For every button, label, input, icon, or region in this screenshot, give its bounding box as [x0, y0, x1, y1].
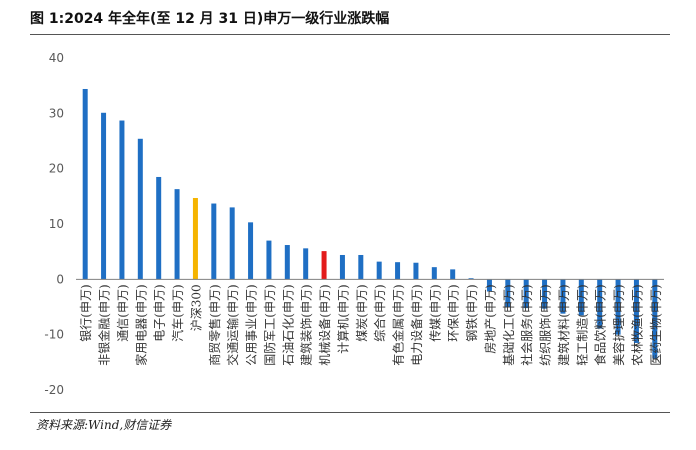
x-category-label: 食品饮料(申万) [593, 284, 608, 365]
x-category-label: 有色金属(申万) [391, 284, 406, 365]
x-category-label: 机械设备(申万) [317, 284, 332, 365]
x-category-label: 轻工制造(申万) [575, 284, 589, 365]
bar-chart: -20 -10 0 10 20 30 40 银行(申万) 非银金融(申万) 通信(申万) 家用电器… [44, 51, 664, 397]
x-category-label: 家用电器(申万) [133, 284, 148, 365]
x-category-label: 钢铁(申万) [465, 284, 479, 341]
bar [615, 279, 621, 335]
bar [413, 262, 419, 280]
bar [211, 203, 217, 280]
y-tick-label: 10 [49, 217, 64, 231]
x-category-label: 基础化工(申万) [502, 284, 516, 365]
x-category-label: 银行(申万) [79, 284, 93, 341]
bar [578, 279, 584, 316]
bars [82, 88, 658, 359]
bar [101, 112, 107, 280]
x-category-label: 石油石化(申万) [281, 284, 295, 365]
x-category-label: 社会服务(申万) [519, 284, 534, 365]
y-tick-label: 0 [56, 272, 64, 286]
x-category-label: 交通运输(申万) [225, 284, 240, 365]
bar [284, 245, 290, 280]
bar [358, 254, 364, 280]
y-axis: -20 -10 0 10 20 30 40 [44, 51, 64, 397]
x-category-label: 环保(申万) [447, 284, 461, 341]
x-category-label: 非银金融(申万) [97, 284, 112, 365]
bar [303, 248, 309, 280]
x-category-label: 通信(申万) [116, 284, 130, 341]
bar [174, 189, 180, 280]
y-tick-label: 20 [49, 162, 64, 176]
bar [137, 138, 143, 280]
y-tick-label: 30 [49, 106, 64, 120]
x-category-label: 电力设备(申万) [410, 284, 424, 365]
figure-title: 图 1:2024 年全年(至 12 月 31 日)申万一级行业涨跌幅 [30, 11, 390, 27]
bar [633, 279, 639, 343]
bottom-rule [30, 412, 670, 413]
x-category-label: 传媒(申万) [427, 284, 442, 341]
bar [156, 176, 162, 280]
bar [266, 240, 272, 280]
x-category-label: 综合(申万) [372, 284, 387, 341]
x-category-label: 纺织服饰(申万) [539, 284, 553, 365]
x-category-label: 电子(申万) [153, 284, 167, 341]
y-tick-label: -10 [44, 328, 64, 342]
bar [395, 262, 401, 280]
x-category-label: 美容护理(申万) [611, 284, 626, 365]
bar [119, 120, 125, 280]
x-category-label: 农林牧渔(申万) [630, 284, 644, 365]
bar [486, 279, 492, 292]
x-category-label: 建筑装饰(申万) [299, 284, 314, 365]
bar [248, 222, 254, 280]
x-category-label: 医药生物(申万) [649, 284, 663, 365]
x-category-label: 建筑材料(申万) [556, 284, 571, 365]
bar [652, 279, 658, 359]
bar [82, 88, 88, 280]
bar [376, 261, 382, 280]
x-category-label: 沪深300 [189, 284, 203, 331]
x-category-label: 商贸零售(申万) [207, 284, 222, 365]
bar [523, 279, 529, 309]
x-category-label: 煤炭(申万) [355, 284, 369, 341]
bar [597, 279, 603, 329]
x-axis-labels: 银行(申万) 非银金融(申万) 通信(申万) 家用电器(申万) 电子(申万) 汽车(申万)… [79, 284, 663, 365]
x-category-label: 公用事业(申万) [245, 284, 259, 365]
bar [339, 254, 345, 280]
bar [229, 207, 235, 280]
x-category-label: 房地产(申万) [482, 284, 497, 353]
bar [450, 269, 456, 280]
y-tick-label: -20 [44, 383, 64, 397]
source-note: 资料来源:Wind,财信证券 [36, 418, 172, 432]
bar [505, 279, 511, 307]
bar [431, 267, 437, 280]
x-category-label: 国防军工(申万) [262, 284, 277, 365]
y-tick-label: 40 [49, 51, 64, 65]
bar [542, 279, 548, 309]
x-category-label: 计算机(申万) [335, 284, 350, 353]
bar [560, 279, 566, 314]
bar [468, 278, 474, 280]
top-rule [30, 34, 670, 35]
bar [321, 251, 327, 280]
bar [192, 197, 198, 280]
x-category-label: 汽车(申万) [170, 284, 185, 341]
